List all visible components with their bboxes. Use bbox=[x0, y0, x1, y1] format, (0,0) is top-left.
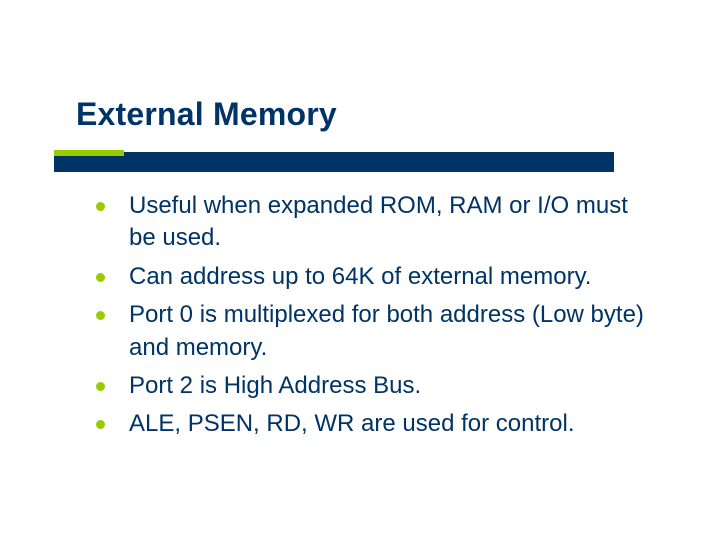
slide-title: External Memory bbox=[76, 96, 337, 133]
list-item: Can address up to 64K of external memory… bbox=[96, 261, 646, 293]
bullet-list: Useful when expanded ROM, RAM or I/O mus… bbox=[96, 190, 646, 447]
bullet-dot-icon bbox=[96, 382, 105, 391]
title-underline-accent bbox=[54, 150, 124, 156]
bullet-text: Useful when expanded ROM, RAM or I/O mus… bbox=[129, 190, 646, 255]
bullet-dot-icon bbox=[96, 311, 105, 320]
bullet-text: ALE, PSEN, RD, WR are used for control. bbox=[129, 408, 646, 440]
title-underline-bar bbox=[54, 152, 614, 172]
list-item: Port 0 is multiplexed for both address (… bbox=[96, 299, 646, 364]
title-underline bbox=[54, 150, 614, 176]
list-item: ALE, PSEN, RD, WR are used for control. bbox=[96, 408, 646, 440]
list-item: Port 2 is High Address Bus. bbox=[96, 370, 646, 402]
bullet-dot-icon bbox=[96, 273, 105, 282]
slide: External Memory Useful when expanded ROM… bbox=[0, 0, 720, 540]
bullet-text: Port 2 is High Address Bus. bbox=[129, 370, 646, 402]
bullet-text: Can address up to 64K of external memory… bbox=[129, 261, 646, 293]
bullet-dot-icon bbox=[96, 420, 105, 429]
bullet-dot-icon bbox=[96, 202, 105, 211]
bullet-text: Port 0 is multiplexed for both address (… bbox=[129, 299, 646, 364]
list-item: Useful when expanded ROM, RAM or I/O mus… bbox=[96, 190, 646, 255]
